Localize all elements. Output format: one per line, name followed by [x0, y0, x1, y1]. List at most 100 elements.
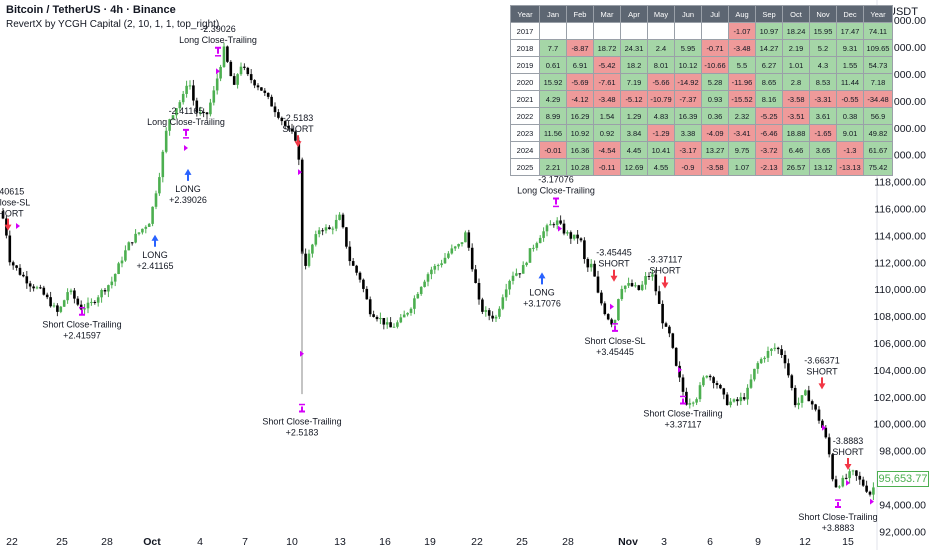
- candle: [379, 312, 382, 325]
- signal-exit_short_close: Short Close-Trailing+2.5183: [262, 403, 342, 438]
- candle-body: [59, 306, 63, 312]
- signal-exit_short_close: Short Close-SL+3.45445: [584, 323, 646, 357]
- candle: [164, 127, 168, 154]
- candle-body: [368, 299, 372, 315]
- candle: [93, 300, 97, 305]
- candle-body: [273, 106, 277, 113]
- candle-body: [787, 363, 790, 376]
- candle-body: [681, 377, 685, 392]
- table-header-sep: Sep: [755, 5, 783, 23]
- candle-body: [722, 388, 726, 395]
- return-cell: 5.95: [674, 39, 702, 57]
- candle: [753, 368, 756, 382]
- return-cell: 8.65: [755, 73, 783, 91]
- candle: [691, 401, 695, 407]
- return-cell: 2.21: [539, 158, 567, 176]
- x-tick-label: 12: [799, 536, 811, 548]
- candle-body: [222, 46, 226, 67]
- candle: [865, 480, 868, 493]
- return-cell: 7.19: [620, 73, 648, 91]
- candle-body: [712, 377, 715, 384]
- return-cell: 0.36: [701, 107, 729, 125]
- candle-body: [399, 317, 403, 323]
- candle-body: [147, 223, 151, 227]
- candle: [494, 314, 498, 323]
- candle: [49, 291, 52, 308]
- candle-body: [334, 219, 338, 229]
- candle: [127, 241, 131, 251]
- candle: [232, 73, 236, 86]
- return-cell: 0.92: [593, 124, 621, 142]
- signal-exit_short: 2.40615g Close-SLSHORT: [0, 187, 30, 231]
- return-cell: 17.47: [836, 22, 864, 40]
- candle-body: [589, 263, 593, 268]
- candle: [620, 285, 624, 301]
- candle-body: [392, 326, 396, 328]
- indicator-label[interactable]: RevertX by YCGH Capital (2, 10, 1, 1, to…: [6, 19, 220, 30]
- return-cell: 8.99: [539, 107, 567, 125]
- candle-body: [545, 225, 549, 232]
- return-cell: 5.5: [728, 56, 756, 74]
- candle: [11, 260, 15, 270]
- candle-body: [25, 276, 29, 284]
- candle-body: [688, 403, 692, 405]
- candle: [623, 285, 627, 293]
- candle: [657, 285, 661, 304]
- return-cell: 3.61: [809, 107, 837, 125]
- candle: [107, 284, 110, 298]
- return-cell: 1.01: [782, 56, 810, 74]
- candle: [861, 476, 865, 487]
- candle: [328, 225, 331, 230]
- candle: [134, 229, 137, 244]
- candle: [219, 64, 222, 82]
- candle: [280, 116, 284, 126]
- candle: [273, 102, 277, 117]
- y-tick-label: 116,000.00: [874, 203, 926, 215]
- return-cell: -0.71: [701, 39, 729, 57]
- candle-body: [260, 87, 263, 91]
- candle-body: [691, 402, 695, 404]
- return-cell: 4.83: [647, 107, 675, 125]
- candle: [130, 242, 134, 246]
- return-cell: 75.42: [863, 158, 893, 176]
- return-cell: -15.52: [728, 90, 756, 108]
- candle-body: [243, 66, 246, 68]
- return-cell: [647, 22, 675, 40]
- signal-label: -2.5183: [283, 113, 314, 123]
- return-cell: 18.2: [620, 56, 648, 74]
- y-tick-label: 118,000.00: [874, 177, 926, 189]
- candle-body: [515, 273, 518, 276]
- candle-body: [202, 111, 205, 113]
- table-row: 2021 4.29 -4.12 -3.48 -5.12 -10.79 -7.37 0.93 -1…: [510, 90, 893, 108]
- candle: [698, 382, 702, 403]
- monthly-performance-table: Year Jan Feb Mar Apr May Jun Jul Aug Sep Oct Nov Dec…: [510, 5, 893, 176]
- return-cell: -3.48: [593, 90, 621, 108]
- candle-body: [39, 287, 42, 289]
- candle-body: [518, 273, 522, 275]
- candle-body: [253, 80, 256, 86]
- candle: [351, 258, 355, 267]
- table-header-nov: Nov: [809, 5, 837, 23]
- candle: [719, 383, 722, 390]
- candle-body: [596, 276, 600, 293]
- candle: [661, 300, 664, 329]
- candle: [25, 270, 29, 289]
- y-tick-label: 112,000.00: [874, 257, 926, 269]
- x-tick-label: 15: [842, 536, 854, 548]
- signal-label: SHORT: [0, 209, 24, 219]
- candle-body: [460, 242, 464, 245]
- candle: [759, 357, 763, 365]
- candle-body: [42, 287, 46, 295]
- return-cell: -11.96: [728, 73, 756, 91]
- candle-body: [66, 292, 69, 301]
- candle-body: [552, 224, 556, 226]
- return-cell: 9.31: [836, 39, 864, 57]
- candle: [596, 270, 600, 294]
- table-header-feb: Feb: [566, 5, 594, 23]
- candle: [311, 243, 314, 258]
- return-cell: -5.66: [647, 73, 675, 91]
- candle-body: [164, 130, 168, 152]
- return-cell: 49.82: [863, 124, 893, 142]
- year-cell: 2019: [510, 56, 540, 74]
